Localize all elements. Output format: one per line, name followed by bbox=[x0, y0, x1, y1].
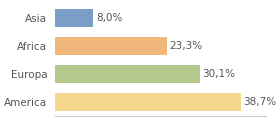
Text: 8,0%: 8,0% bbox=[96, 13, 122, 23]
Text: 38,7%: 38,7% bbox=[243, 97, 276, 107]
Text: 23,3%: 23,3% bbox=[169, 41, 202, 51]
Bar bbox=[55, 9, 93, 27]
Bar bbox=[55, 65, 200, 83]
Bar bbox=[55, 37, 167, 55]
Bar bbox=[55, 93, 241, 111]
Text: 30,1%: 30,1% bbox=[202, 69, 235, 79]
